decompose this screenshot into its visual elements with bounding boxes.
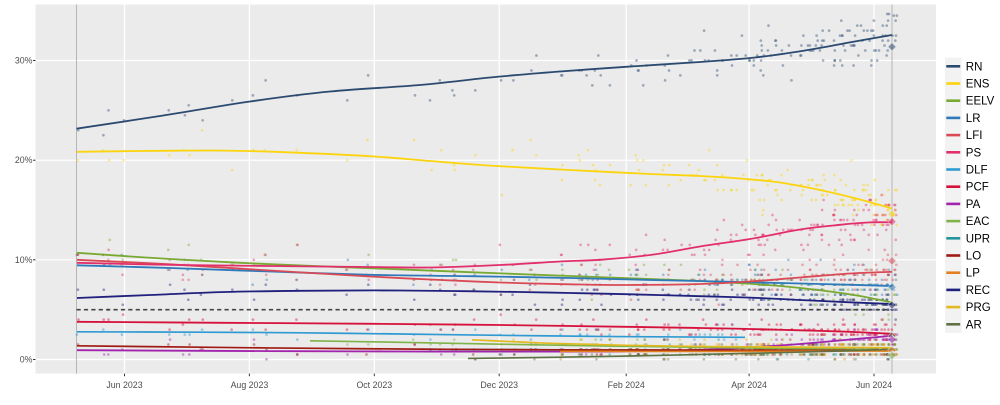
svg-text:20%: 20%	[15, 155, 33, 165]
svg-text:DLF: DLF	[966, 165, 988, 177]
svg-text:LFI: LFI	[966, 130, 983, 142]
svg-text:0%: 0%	[20, 355, 33, 365]
svg-text:EAC: EAC	[966, 216, 990, 228]
svg-text:Apr 2024: Apr 2024	[731, 380, 767, 390]
svg-text:PRG: PRG	[966, 302, 991, 314]
svg-text:30%: 30%	[15, 56, 33, 66]
svg-text:LR: LR	[966, 113, 981, 125]
svg-text:Feb 2024: Feb 2024	[608, 380, 645, 390]
svg-text:RN: RN	[966, 61, 983, 73]
svg-text:REC: REC	[966, 285, 990, 297]
svg-text:LO: LO	[966, 251, 981, 263]
svg-text:ENS: ENS	[966, 79, 990, 91]
svg-text:EELV: EELV	[966, 96, 995, 108]
svg-text:PA: PA	[966, 199, 981, 211]
svg-text:Dec 2023: Dec 2023	[480, 380, 518, 390]
svg-text:UPR: UPR	[966, 233, 990, 245]
svg-text:PS: PS	[966, 147, 982, 159]
svg-text:Jun 2024: Jun 2024	[856, 380, 892, 390]
svg-text:10%: 10%	[15, 255, 33, 265]
svg-text:PCF: PCF	[966, 182, 989, 194]
svg-text:Oct 2023: Oct 2023	[356, 380, 392, 390]
svg-text:AR: AR	[966, 319, 982, 331]
svg-text:Jun 2023: Jun 2023	[106, 380, 142, 390]
svg-text:LP: LP	[966, 268, 980, 280]
svg-text:Aug 2023: Aug 2023	[231, 380, 269, 390]
